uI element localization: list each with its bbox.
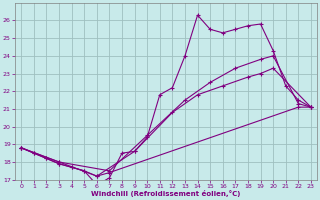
X-axis label: Windchill (Refroidissement éolien,°C): Windchill (Refroidissement éolien,°C): [92, 190, 241, 197]
